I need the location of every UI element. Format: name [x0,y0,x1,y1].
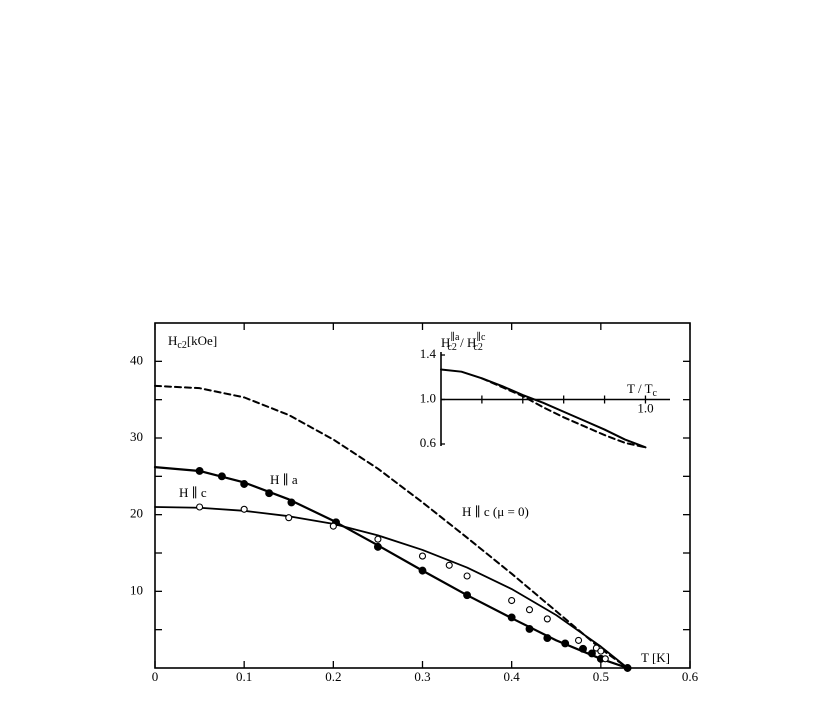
x-axis-label: T [K] [641,650,670,665]
y-tick-label: 20 [130,506,143,521]
data-point [597,647,605,655]
data-point [508,596,516,605]
curve-label: H ∥ a [270,472,298,487]
curve-label: H ∥ c (μ = 0) [462,504,529,519]
data-point [579,644,587,653]
data-point [543,634,552,643]
y-axis-label: Hc2[kOe] [168,333,217,351]
y-tick-label: 1.0 [420,390,436,405]
y-axis-label-part: [kOe] [187,333,217,348]
inset-title-part: / [457,335,467,350]
data-point [525,624,534,633]
inset-title-part: c2 [473,342,482,353]
inset-title-part: ∥a [450,331,460,343]
inset-title-part: H [467,335,476,350]
data-point [285,514,293,522]
x-tick-label: 0.1 [236,669,252,684]
y-axis-label-part: H [168,333,177,348]
inset-title: H∥a c2 / H∥c c2 [441,331,486,353]
inset-title-part: H [441,335,450,350]
x-tick-label: 0.6 [682,669,699,684]
data-point [329,522,337,530]
data-point [561,639,570,648]
y-tick-label: 10 [130,582,143,597]
data-point [195,467,204,475]
x-tick-label: 0.4 [504,669,521,684]
x-axis-label: T / Tc [627,381,658,399]
curve-label: H ∥ c [179,485,207,500]
data-point [418,552,427,560]
data-point [373,542,382,551]
x-tick-label: 0.2 [325,669,341,684]
y-tick-label: 30 [130,429,143,444]
curve [440,368,647,449]
x-tick-label: 1.0 [637,400,653,415]
data-point [507,613,516,622]
data-point [463,572,471,580]
inset-title-part: ∥c [476,331,486,343]
data-point [217,472,226,481]
inset-title-part: c2 [447,342,456,353]
data-point [287,498,296,507]
data-point [418,566,427,575]
data-point [240,480,249,488]
data-point [265,489,274,498]
curve [154,506,629,669]
data-point [623,664,632,672]
data-point [543,615,551,623]
curve [154,384,629,669]
x-axis-label-part: T / T [627,381,653,396]
data-point [240,505,248,513]
data-point [463,591,472,600]
y-tick-label: 0.6 [420,435,437,450]
curve [480,377,647,449]
data-point [445,561,453,569]
y-axis-label-part: c2 [177,340,186,351]
data-point [574,636,583,644]
data-point [196,503,204,511]
data-point [587,649,596,658]
curve [153,466,629,670]
data-point [601,655,609,663]
x-axis-label-part: c [653,388,658,399]
y-tick-label: 1.4 [420,346,437,361]
y-tick-label: 40 [130,352,143,367]
data-point [525,606,534,614]
x-tick-label: 0 [152,669,159,684]
x-tick-label: 0.5 [593,669,609,684]
x-tick-label: 0.3 [414,669,430,684]
plot-frame [154,322,691,669]
data-point [374,535,382,543]
